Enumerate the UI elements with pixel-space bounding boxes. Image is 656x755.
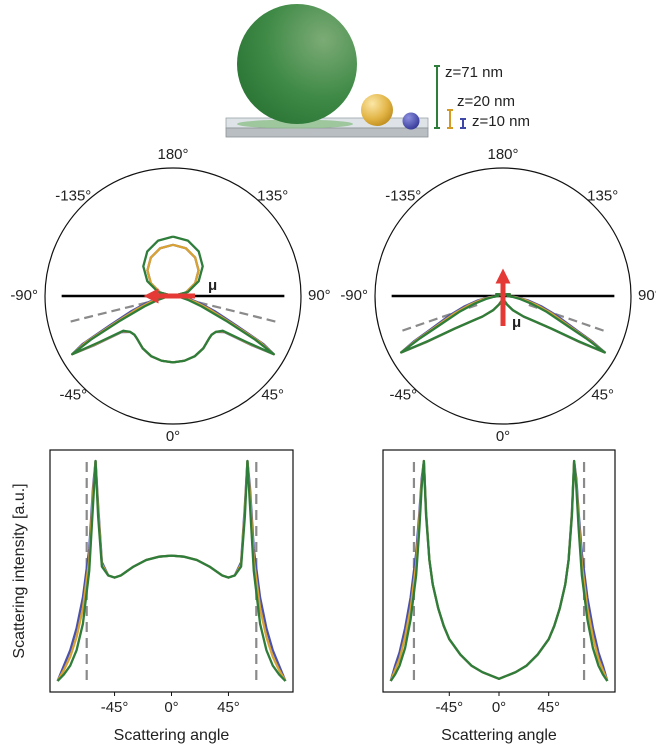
x-tick-label: -45° [435,699,463,716]
angle-label: 135° [257,187,288,204]
angle-label: 45° [591,387,614,404]
x-axis-label: Scattering angle [114,727,230,744]
angle-label: 90° [638,287,656,304]
x-tick-label: 0° [164,699,178,716]
line-curve [56,459,287,682]
x-axis-label: Scattering angle [441,727,557,744]
angle-label: -135° [385,187,421,204]
x-tick-label: 45° [217,699,240,716]
dipole-label: μ [208,277,217,294]
size-label: z=10 nm [472,113,530,130]
angle-label: 45° [261,387,284,404]
angle-label: 90° [308,287,331,304]
angle-label: -90° [340,287,368,304]
schematic [225,4,429,138]
line-curve [389,459,609,682]
angle-label: 0° [496,428,510,445]
dipole-label: μ [512,314,521,331]
angle-label: 180° [487,146,518,163]
polar-frame [44,167,302,425]
line-curve [389,459,609,682]
y-axis-label: Scattering intensity [a.u.] [11,483,28,658]
angle-label: -90° [10,287,38,304]
x-tick-label: 45° [537,699,560,716]
shadow [237,119,353,129]
sphere-small [402,112,420,130]
line-curve [56,459,287,682]
angle-label: 180° [157,146,188,163]
sphere-medium [361,94,393,126]
angle-label: -135° [55,187,91,204]
angle-label: -45° [59,387,87,404]
angle-label: 135° [587,187,618,204]
angle-label: -45° [389,387,417,404]
sphere-large [237,4,357,124]
size-label: z=20 nm [457,93,515,110]
x-tick-label: 0° [492,699,506,716]
angle-label: 0° [166,428,180,445]
polar-curve [71,235,275,364]
size-label: z=71 nm [445,64,503,81]
polar-curve [71,243,275,364]
polar-frame [374,167,632,425]
substrate [225,127,429,138]
x-tick-label: -45° [101,699,129,716]
plot-frame [382,449,616,693]
polar-curve [71,243,275,364]
line-curve [389,459,609,682]
